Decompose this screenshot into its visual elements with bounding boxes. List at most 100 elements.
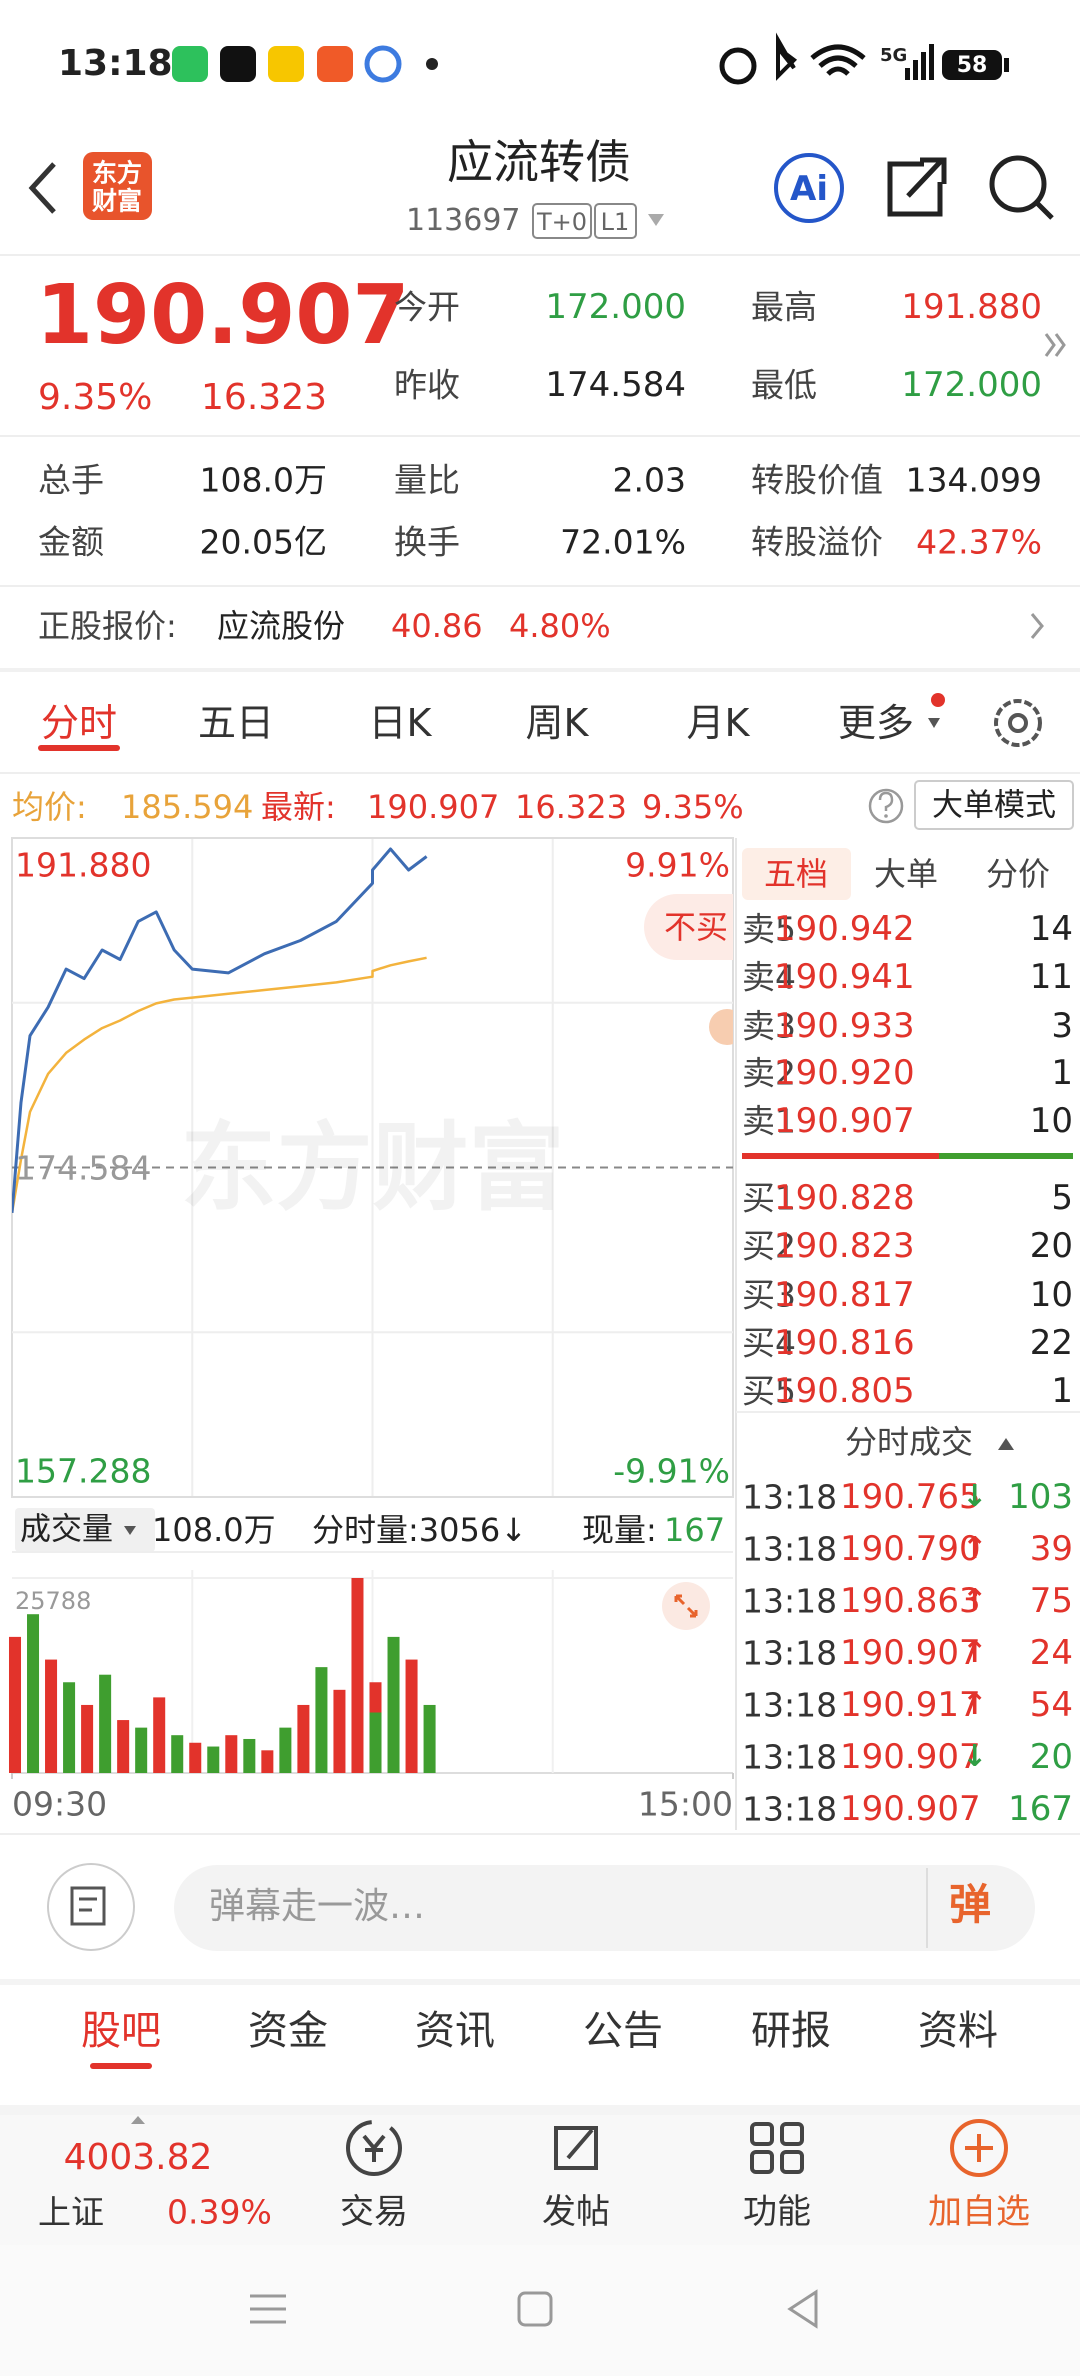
book-qty: 14	[1029, 909, 1073, 949]
volume-bar	[315, 1667, 328, 1773]
index-value[interactable]: 4003.82	[63, 2137, 213, 2178]
comment-placeholder[interactable]: 弹幕走一波…	[209, 1886, 426, 1927]
action-label[interactable]: 功能	[743, 2192, 811, 2232]
trade-qty: 39	[1029, 1529, 1073, 1569]
trades-title[interactable]: 分时成交	[844, 1423, 974, 1461]
status-time: 13:18	[58, 43, 173, 84]
badge: T+0	[536, 208, 588, 236]
volume-total: 108.0万	[152, 1511, 276, 1549]
trade-time: 13:18	[742, 1529, 838, 1569]
detail-value: 2.03	[612, 460, 686, 500]
danmu-button[interactable]: 弹	[948, 1880, 992, 1929]
stat-label: 今开	[394, 287, 460, 327]
search-icon[interactable]	[989, 155, 1047, 213]
logo	[83, 152, 152, 220]
book-price: 190.933	[774, 1006, 915, 1046]
detail-label: 转股溢价	[751, 522, 883, 562]
chart-tab[interactable]: 更多	[837, 701, 915, 745]
avg-label: 均价:	[12, 788, 87, 826]
now-value: 167	[664, 1511, 726, 1549]
volume-bar	[189, 1742, 202, 1773]
chart-tab[interactable]: 周K	[525, 701, 589, 745]
mode-button[interactable]	[914, 780, 1074, 830]
settings-icon[interactable]	[994, 699, 1042, 747]
trade-time: 13:18	[742, 1477, 838, 1517]
expand-icon[interactable]	[1044, 333, 1066, 357]
detail-value: 42.37%	[916, 522, 1042, 562]
book-price: 190.805	[774, 1371, 915, 1411]
average-line	[12, 956, 427, 1214]
battery: 58	[956, 53, 988, 78]
volume-bar	[207, 1746, 220, 1773]
book-price: 190.816	[774, 1323, 915, 1363]
trade-icon[interactable]	[346, 2120, 402, 2176]
trade-qty: 54	[1029, 1685, 1073, 1725]
book-level: 卖1	[742, 1101, 796, 1141]
volume-bar	[261, 1750, 274, 1773]
mode-button[interactable]: 大单模式	[932, 787, 1056, 824]
index-name: 上证	[38, 2192, 104, 2232]
book-price: 190.920	[774, 1053, 915, 1093]
section-tab[interactable]: 资讯	[415, 2008, 495, 2054]
chart-tab[interactable]: 五日	[197, 701, 275, 745]
chart-tab[interactable]: 月K	[686, 701, 750, 745]
dropdown-icon[interactable]	[648, 214, 664, 226]
function-icon[interactable]	[750, 2122, 774, 2146]
comment-input[interactable]	[174, 1865, 1035, 1951]
ai-button[interactable]: Ai	[790, 169, 828, 209]
change-pct: 9.35%	[38, 377, 153, 418]
overlay-tag[interactable]: 不买	[644, 894, 733, 960]
underlying-name[interactable]: 应流股份	[217, 607, 346, 645]
share-icon[interactable]	[887, 157, 947, 217]
book-qty: 10	[1029, 1275, 1073, 1315]
danmu-toggle[interactable]	[47, 1863, 135, 1951]
nav-back[interactable]	[787, 2289, 818, 2329]
chart-tab[interactable]: 分时	[40, 701, 118, 745]
chevron[interactable]	[1030, 613, 1044, 639]
detail-value: 72.01%	[560, 522, 686, 562]
volume-bar	[117, 1720, 130, 1773]
book-tab[interactable]: 分价	[985, 855, 1051, 893]
book-tab[interactable]: 大单	[873, 855, 939, 893]
stat-value: 191.880	[901, 287, 1042, 327]
section-tab[interactable]: 公告	[583, 2008, 663, 2054]
stat-value: 172.000	[545, 287, 686, 327]
book-qty: 5	[1051, 1178, 1073, 1218]
book-qty: 10	[1029, 1101, 1073, 1141]
y-tick-label: 174.584	[15, 1148, 152, 1187]
chart-tab[interactable]: 日K	[368, 701, 432, 745]
book-price: 190.823	[774, 1226, 915, 1266]
trade-qty: 24	[1029, 1633, 1073, 1673]
detail-value: 134.099	[905, 460, 1042, 500]
nav-menu[interactable]	[250, 2294, 286, 2324]
section-tab[interactable]: 资料	[918, 2008, 998, 2054]
book-level: 卖5	[742, 909, 796, 949]
trade-arrow: ↓	[962, 1739, 988, 1774]
book-level: 买5	[742, 1371, 796, 1411]
trade-price: 190.907	[840, 1789, 981, 1829]
action-label[interactable]: 加自选	[928, 2192, 1030, 2232]
volume-bar	[81, 1704, 94, 1773]
logo-text: 财富	[91, 186, 143, 216]
section-tab[interactable]: 股吧	[81, 2008, 161, 2054]
volume-bar	[171, 1735, 184, 1773]
section-tab[interactable]: 研报	[751, 2008, 831, 2054]
section-tab[interactable]: 资金	[248, 2008, 328, 2054]
nav-home[interactable]	[517, 2291, 553, 2327]
change-pct: 9.35%	[642, 788, 744, 826]
change-value: 16.323	[515, 788, 627, 826]
add-watch-icon[interactable]	[950, 2119, 1008, 2177]
network: 5G	[880, 45, 908, 66]
action-label[interactable]: 发帖	[542, 2192, 610, 2232]
ai-icon[interactable]	[774, 153, 844, 223]
back-icon[interactable]	[28, 162, 56, 214]
book-tab[interactable]: 五档	[763, 855, 829, 893]
volume-label[interactable]: 成交量	[20, 1511, 113, 1548]
volume-bar	[8, 1636, 22, 1773]
post-icon[interactable]	[554, 2126, 598, 2170]
volume-selector[interactable]	[15, 1508, 155, 1552]
help-icon[interactable]	[868, 788, 904, 824]
action-label[interactable]: 交易	[340, 2192, 408, 2232]
trade-time: 13:18	[742, 1789, 838, 1829]
